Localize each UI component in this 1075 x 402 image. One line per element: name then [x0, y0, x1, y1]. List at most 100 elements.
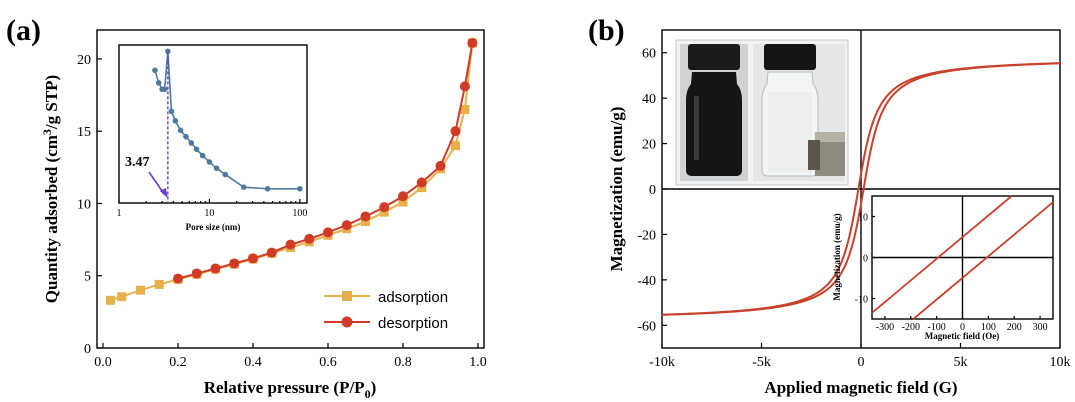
panel-a-legend: adsorption desorption: [324, 289, 448, 332]
series-desorption-point: [379, 202, 390, 213]
panel-b-ytick-label: 20: [642, 138, 656, 153]
legend-desorption-label: desorption: [378, 315, 448, 332]
panel-b-xtick-label: -10k: [649, 355, 675, 370]
panel-b-xtick-label: 0: [858, 355, 865, 370]
series-desorption-point: [285, 239, 296, 250]
inset-b-ytick-label: 10: [858, 213, 868, 224]
panel-a-xlabel: Relative pressure (P/P0): [204, 378, 377, 401]
series-desorption-point: [459, 81, 470, 92]
panel-b-ytick-label: -60: [637, 319, 656, 334]
panel-b-label: (b): [588, 14, 625, 47]
legend-adsorption-marker: [342, 291, 352, 301]
series-adsorption-point: [379, 207, 389, 217]
panel-a-ticks: 0.0 0.2 0.4 0.6 0.8 1.0 0 5 10 15 20: [77, 53, 487, 370]
series-desorption-point: [229, 258, 240, 269]
inset-a-point: [264, 185, 271, 192]
panel-b-xtick-label: 5k: [954, 355, 968, 370]
inset-a-annotation: 3.47: [125, 155, 150, 170]
magnet-top: [815, 132, 845, 142]
series-adsorption-point: [417, 183, 427, 193]
inset-a-xtick-label: 100: [292, 208, 307, 219]
vial-glare-left: [694, 96, 699, 160]
inset-a-frame: [118, 44, 308, 204]
panel-a: (a) 0.0 0.2 0.4 0.6 0.8 1.0 0 5 10 15 20 Relative …: [6, 14, 487, 401]
series-adsorption-point: [117, 292, 127, 302]
series-desorption-point: [360, 211, 371, 222]
series-desorption-line: [177, 42, 474, 280]
series-adsorption-point: [451, 141, 460, 151]
panel-b-zero-axes: [662, 30, 1060, 348]
series-adsorption-point: [154, 279, 164, 289]
inset-b-xtick-label: 300: [1033, 322, 1048, 333]
inset-b-xlabel: Magnetic field (Oe): [925, 331, 999, 341]
inset-b-ytick-label: -10: [855, 295, 868, 306]
series-desorption-point: [210, 263, 221, 274]
inset-b-xtick-label: 200: [1007, 322, 1022, 333]
inset-a-point: [213, 165, 220, 172]
panel-a-plot-frame: [96, 29, 485, 349]
inset-a-xtick-label: 1: [117, 208, 122, 219]
arrow-head: [159, 188, 168, 198]
panel-b-ytick-label: -40: [637, 274, 656, 289]
inset-a-point: [183, 133, 189, 140]
inset-a-point: [240, 184, 247, 190]
panel-a-inset: 1 10 100 Pore size (nm) 3.47: [117, 44, 308, 232]
inset-a-series: [152, 48, 303, 203]
panel-a-ytick-label: 5: [84, 270, 91, 285]
panel-a-ytick-label: 20: [77, 53, 91, 68]
series-adsorption-point: [460, 105, 470, 114]
inset-b-xtick-label: -100: [927, 322, 945, 333]
vial-body-left: [686, 72, 742, 176]
panel-a-xtick-label: 0.6: [319, 355, 337, 370]
panel-a-label: (a): [6, 14, 41, 47]
panel-a-xtick-label: 1.0: [469, 355, 487, 370]
series-desorption-point: [248, 253, 258, 264]
panel-b-ytick-label: -20: [637, 228, 656, 243]
inset-b-xtick-label: -200: [902, 322, 920, 333]
panel-b-xlabel: Applied magnetic field (G): [764, 378, 957, 397]
panel-b-ytick-label: 40: [642, 92, 656, 107]
inset-a-point: [222, 171, 229, 178]
inset-a-ticks: 1 10 100: [117, 199, 307, 219]
series-adsorption-point: [106, 295, 115, 305]
series-desorption-point: [341, 220, 352, 231]
series-desorption-point: [173, 273, 183, 284]
magnetic-particles: [808, 140, 820, 170]
inset-a-point: [168, 108, 175, 115]
series-desorption-point: [450, 126, 461, 137]
inset-b-zero-axes: [872, 196, 1053, 319]
panel-b-ytick-label: 0: [649, 183, 656, 198]
panel-a-ytick-label: 10: [77, 197, 91, 212]
vial-liquid-right: [768, 92, 812, 172]
series-adsorption-line: [110, 42, 474, 302]
inset-a-point: [177, 127, 184, 134]
inset-a-point: [172, 118, 179, 124]
inset-a-point: [297, 185, 303, 192]
inset-b-ylabel: Magnetization (emu/g): [832, 213, 842, 300]
panel-a-xtick-label: 0.0: [94, 355, 112, 370]
inset-b-xtick-label: 0: [960, 322, 965, 333]
black-liquid-vial-icon: [680, 44, 748, 181]
inset-b-xtick-label: -300: [876, 322, 894, 333]
panel-a-ytick-label: 0: [84, 342, 91, 357]
panel-b-ylabel: Magnetization (emu/g): [607, 107, 626, 272]
inset-a-point: [155, 80, 162, 86]
inset-a-point: [193, 146, 200, 153]
series-desorption-point: [416, 177, 427, 188]
inset-b-lower-branch: [912, 201, 1054, 320]
panel-a-series: [106, 38, 478, 305]
clear-liquid-vial-with-magnet-icon: [753, 44, 845, 181]
series-desorption-point: [266, 247, 277, 258]
inset-a-point: [206, 159, 213, 165]
panel-b-xtick-label: 10k: [1050, 355, 1071, 370]
panel-b-ytick-label: 60: [642, 47, 656, 62]
series-desorption-point: [435, 160, 446, 171]
inset-a-point: [161, 86, 168, 93]
inset-a-point: [188, 140, 195, 146]
series-adsorption-point: [398, 197, 408, 207]
inset-a-xtick-label: 10: [204, 208, 214, 219]
